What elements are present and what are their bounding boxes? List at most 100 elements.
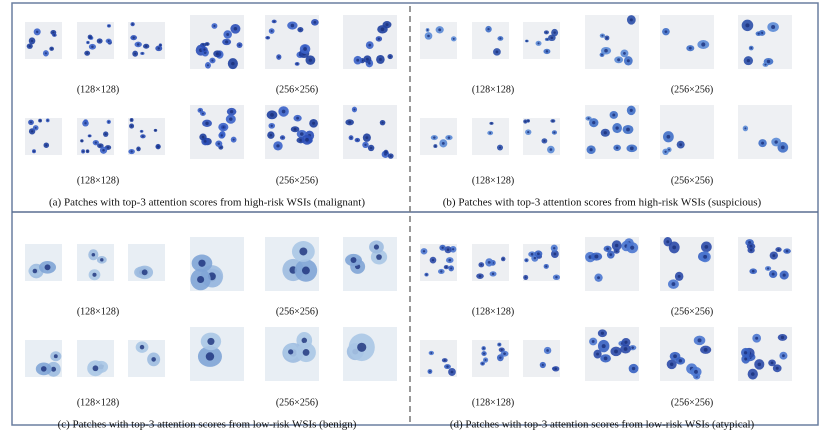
image-patch — [343, 105, 397, 159]
nucleus — [88, 134, 91, 137]
nucleus — [141, 135, 144, 138]
nucleus — [499, 37, 502, 40]
nucleus — [28, 45, 31, 48]
nucleus — [348, 120, 352, 124]
nucleus — [94, 141, 97, 144]
nucleus — [490, 122, 493, 125]
nucleus — [389, 155, 392, 158]
image-patch — [265, 327, 319, 381]
nucleus — [438, 28, 442, 32]
nucleus — [365, 136, 369, 140]
nucleus — [198, 259, 206, 267]
nucleus — [231, 61, 235, 66]
nucleus — [425, 273, 428, 276]
nucleus — [782, 273, 786, 277]
nucleus — [446, 365, 449, 368]
nucleus — [44, 264, 51, 271]
nucleus — [553, 246, 556, 250]
image-patch — [343, 327, 397, 381]
nucleus — [761, 141, 765, 145]
nucleus — [671, 282, 676, 286]
nucleus — [91, 45, 94, 48]
nucleus — [500, 348, 503, 351]
nucleus — [770, 361, 774, 365]
image-patch — [420, 118, 457, 155]
nucleus — [478, 274, 482, 278]
nucleus — [498, 343, 501, 346]
nucleus — [233, 27, 238, 31]
image-patch — [472, 118, 509, 155]
nucleus — [107, 120, 110, 123]
nucleus — [780, 145, 785, 150]
nucleus — [533, 256, 537, 260]
image-patch — [472, 340, 509, 377]
nucleus — [377, 37, 381, 40]
nucleus — [217, 142, 221, 146]
nucleus — [601, 34, 604, 37]
nucleus — [482, 347, 485, 350]
nucleus — [630, 245, 635, 250]
nucleus — [80, 139, 83, 142]
nucleus — [201, 112, 204, 115]
nucleus — [308, 58, 313, 62]
nucleus — [389, 55, 392, 58]
nucleus — [51, 366, 57, 372]
size-label: (256×256) — [671, 397, 713, 408]
nucleus — [452, 37, 455, 40]
nucleus — [293, 127, 297, 131]
nucleus — [276, 144, 280, 148]
image-patch — [77, 22, 114, 59]
size-label: (256×256) — [276, 397, 318, 408]
nucleus — [91, 252, 96, 257]
nucleus — [296, 62, 299, 65]
nucleus — [273, 20, 276, 23]
nucleus — [441, 141, 445, 145]
nucleus — [749, 248, 753, 252]
nucleus — [677, 274, 681, 278]
nucleus — [86, 52, 89, 55]
nucleus — [270, 112, 274, 117]
nucleus — [132, 36, 135, 39]
nucleus — [623, 347, 628, 351]
image-patch — [420, 22, 457, 59]
image-patch — [25, 340, 62, 377]
nucleus — [450, 267, 453, 270]
nucleus — [102, 148, 105, 152]
size-label: (128×128) — [77, 306, 119, 317]
size-label: (256×256) — [276, 175, 318, 186]
nucleus — [139, 344, 145, 350]
nucleus — [704, 244, 709, 249]
nucleus — [266, 36, 269, 39]
nucleus — [481, 362, 484, 365]
nucleus — [555, 275, 558, 279]
nucleus — [365, 57, 369, 61]
image-patch — [523, 340, 560, 377]
nucleus — [554, 367, 558, 371]
nucleus — [157, 145, 160, 148]
nucleus — [205, 121, 209, 126]
size-label: (128×128) — [472, 84, 514, 95]
nucleus — [703, 347, 708, 352]
nucleus — [99, 144, 102, 147]
nucleus — [701, 42, 706, 47]
nucleus — [604, 48, 608, 53]
patch-background — [660, 327, 714, 381]
image-patch — [190, 105, 244, 159]
panel-caption: (c) Patches with top-3 attention scores … — [58, 419, 357, 431]
nucleus — [545, 31, 548, 34]
nucleus — [84, 122, 87, 125]
nucleus — [631, 366, 636, 371]
nucleus — [553, 131, 556, 134]
nucleus — [86, 41, 89, 44]
nucleus — [145, 45, 148, 48]
nucleus — [426, 29, 429, 32]
nucleus — [757, 362, 762, 367]
nucleus — [376, 254, 382, 260]
nucleus — [356, 58, 360, 62]
nucleus — [107, 39, 110, 43]
nucleus — [137, 147, 140, 150]
nucleus — [537, 252, 540, 256]
image-patch — [190, 15, 244, 70]
image-patch — [190, 327, 244, 381]
